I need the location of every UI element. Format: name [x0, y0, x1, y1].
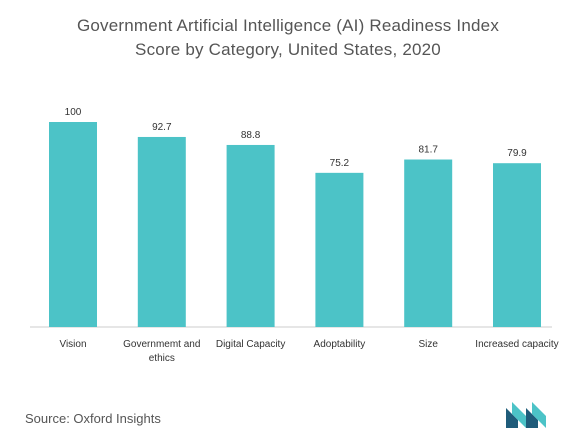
chart-title-line-2: Score by Category, United States, 2020 — [135, 40, 441, 59]
bar-value-label: 79.9 — [507, 148, 527, 159]
bar — [404, 159, 453, 327]
bar-value-label: 81.7 — [418, 145, 438, 156]
chart-title: Government Artificial Intelligence (AI) … — [0, 14, 576, 62]
chart-title-line-1: Government Artificial Intelligence (AI) … — [76, 16, 500, 35]
category-label: Increased capacity — [475, 339, 558, 350]
bar — [315, 172, 364, 327]
category-label: Size — [418, 339, 438, 350]
bar — [493, 163, 541, 327]
bar-value-label: 92.7 — [152, 122, 172, 133]
category-label: Governmemt and ethics — [123, 339, 200, 364]
source-note: Source: Oxford Insights — [25, 411, 161, 426]
category-label: Vision — [59, 339, 86, 350]
bar — [49, 122, 97, 327]
bar-value-label: 100 — [65, 107, 82, 118]
category-label: Digital Capacity — [216, 339, 285, 350]
bar-value-label: 75.2 — [330, 158, 350, 169]
mordor-logo-icon — [506, 402, 546, 428]
category-label: Adoptability — [314, 339, 366, 350]
bar — [137, 136, 186, 327]
bar — [226, 144, 275, 327]
bar-value-label: 88.8 — [241, 130, 261, 141]
